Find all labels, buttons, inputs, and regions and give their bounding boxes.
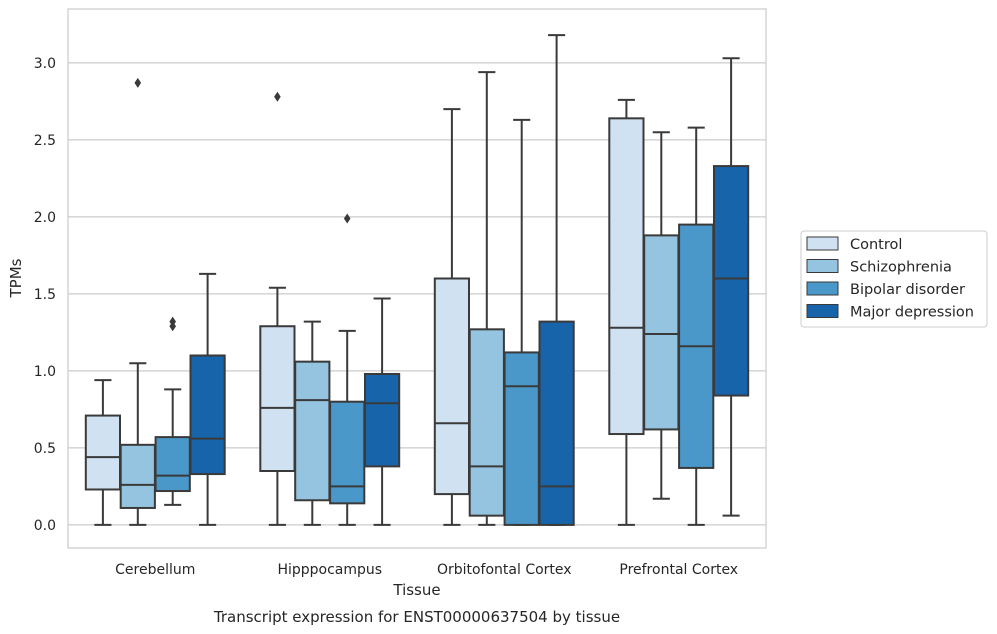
legend-swatch	[806, 304, 839, 318]
series-bipolar-disorder	[154, 118, 715, 526]
legend-label: Control	[850, 237, 902, 253]
x-tick-label: Prefrontal Cortex	[619, 562, 738, 578]
outlier-marker	[169, 316, 176, 327]
series-control	[84, 91, 645, 526]
y-tick-label: 1.0	[34, 364, 56, 380]
legend-label: Schizophrenia	[850, 260, 952, 276]
x-tick-label: Hipppocampus	[277, 562, 382, 578]
y-axis-ticks: 0.0 0.5 1.0 1.5 2.0 2.5 3.0	[34, 56, 56, 534]
y-tick-label: 0.0	[34, 518, 56, 534]
box-body	[189, 354, 226, 476]
box-element	[468, 71, 505, 526]
legend-swatch	[806, 236, 839, 251]
legend-label: Bipolar disorder	[850, 282, 965, 298]
outlier-marker	[274, 91, 281, 102]
y-tick-label: 2.0	[34, 210, 56, 226]
plot-frame	[67, 8, 767, 549]
box-body	[468, 328, 505, 517]
x-axis-title: Tissue	[392, 581, 440, 599]
box-element	[538, 34, 575, 526]
legend-entry: Control	[806, 236, 902, 253]
box-body	[433, 277, 471, 496]
box-body	[259, 325, 296, 472]
box-element	[189, 272, 226, 526]
x-tick-label: Orbitofontal Cortex	[437, 562, 572, 578]
box-element	[259, 91, 296, 526]
box-element	[433, 108, 471, 526]
legend-entry: Bipolar disorder	[806, 281, 965, 298]
x-axis-ticks: Cerebellum Hipppocampus Orbitofontal Corte…	[115, 562, 738, 578]
box-element	[678, 126, 715, 526]
box-body	[503, 351, 540, 526]
box-body	[84, 414, 122, 491]
legend-frame	[800, 230, 988, 328]
box-body	[608, 117, 645, 436]
box-element	[363, 297, 401, 526]
box-body	[119, 443, 156, 509]
box-element	[712, 57, 750, 517]
outlier-marker	[343, 213, 351, 224]
box-body	[538, 320, 575, 526]
box-body	[329, 400, 366, 505]
box-element	[329, 213, 366, 526]
y-tick-label: 2.5	[34, 133, 56, 149]
legend-swatch	[806, 281, 839, 296]
box-element	[294, 320, 331, 526]
legend-entry: Major depression	[806, 304, 974, 321]
legend-swatch	[806, 259, 839, 273]
box-body	[363, 372, 401, 468]
box-body	[154, 436, 191, 493]
legend-entry: Schizophrenia	[806, 259, 952, 276]
y-tick-label: 1.5	[34, 287, 56, 303]
box-body	[294, 360, 331, 502]
box-element	[503, 118, 540, 526]
box-body	[712, 165, 750, 397]
y-axis-title: TPMs	[7, 258, 25, 298]
y-tick-label: 3.0	[34, 56, 56, 72]
box-body	[643, 234, 680, 431]
chart-caption: Transcript expression for ENST0000063750…	[213, 608, 620, 626]
x-tick-label: Cerebellum	[115, 562, 195, 578]
legend-label: Major depression	[850, 305, 974, 321]
series-schizophrenia	[119, 71, 680, 526]
box-series	[84, 34, 750, 526]
outlier-marker	[134, 77, 142, 88]
box-element	[608, 98, 645, 526]
y-tick-label: 0.5	[34, 441, 56, 457]
box-element	[119, 77, 156, 526]
legend: Control Schizophrenia Bipolar disorder Majo…	[800, 230, 988, 328]
series-major-depression	[189, 34, 750, 526]
